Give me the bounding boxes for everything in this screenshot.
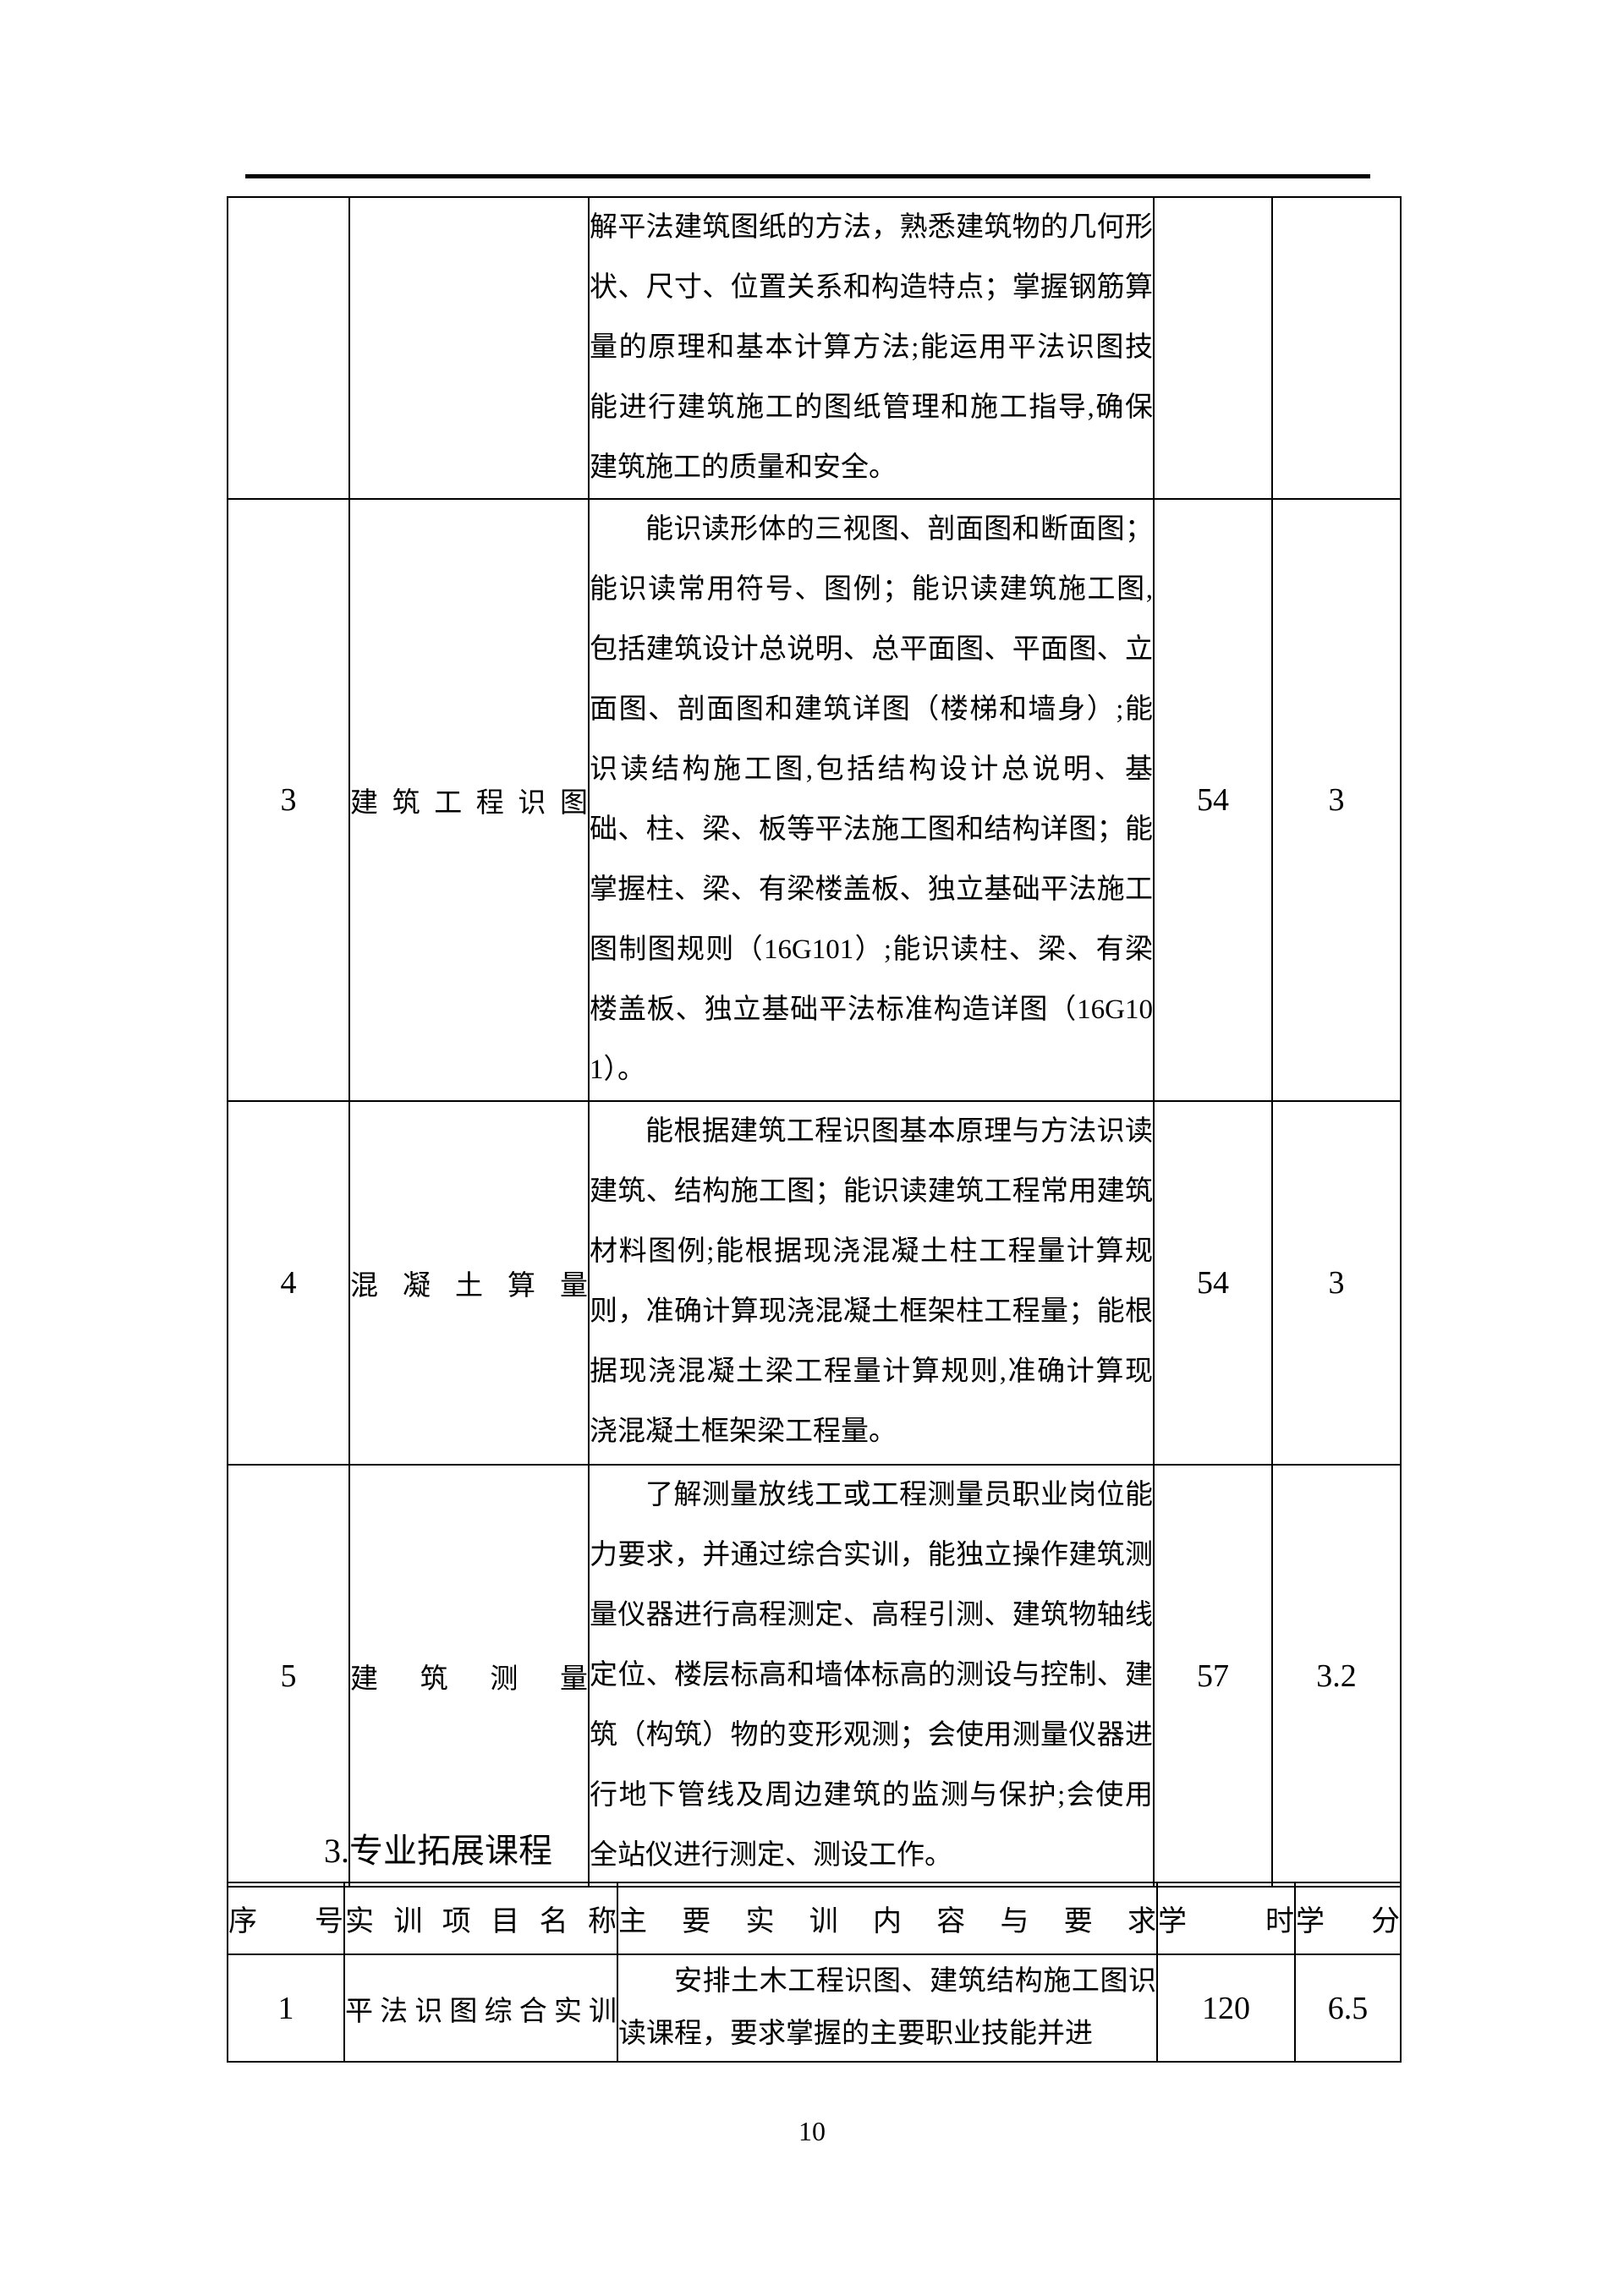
course-name-cell: 混凝土算量 [348,1100,590,1466]
content-cell: 解平法建筑图纸的方法，熟悉建筑物的几何形状、尺寸、位置关系和构造特点；掌握钢筋算… [588,196,1155,500]
credits-cell: 3 [1271,1100,1402,1466]
content-paragraph: 安排土木工程识图、建筑结构施工图识读课程，要求掌握的主要职业技能并进 [618,1966,1156,2049]
practical-courses-table: 解平法建筑图纸的方法，熟悉建筑物的几何形状、尺寸、位置关系和构造特点；掌握钢筋算… [227,196,1402,1888]
header-rule [245,174,1370,178]
col-header-content: 主要实训内容与要求 [617,1882,1158,1955]
credits-cell: 6.5 [1294,1954,1402,2063]
content-cell: 了解测量放线工或工程测量员职业岗位能力要求，并通过综合实训，能独立操作建筑测量仪… [588,1464,1155,1888]
section-heading: 3.专业拓展课程 [324,1832,552,1870]
header-row: 序号 实训项目名称 主要实训内容与要求 学时 学分 [227,1882,1402,1955]
seq-cell: 1 [227,1954,345,2063]
credits-cell: 3.2 [1271,1464,1402,1888]
col-header-hours: 学时 [1156,1882,1296,1955]
content-cell: 能识读形体的三视图、剖面图和断面图；能识读常用符号、图例；能识读建筑施工图,包括… [588,498,1155,1102]
hours-cell [1153,196,1273,500]
table-row-continued: 解平法建筑图纸的方法，熟悉建筑物的几何形状、尺寸、位置关系和构造特点；掌握钢筋算… [227,196,1402,500]
content-paragraph: 解平法建筑图纸的方法，熟悉建筑物的几何形状、尺寸、位置关系和构造特点；掌握钢筋算… [590,212,1153,483]
content-paragraph: 了解测量放线工或工程测量员职业岗位能力要求，并通过综合实训，能独立操作建筑测量仪… [590,1480,1153,1871]
hours-cell: 120 [1156,1954,1296,2063]
table-row: 3 建筑工程识图 能识读形体的三视图、剖面图和断面图；能识读常用符号、图例；能识… [227,498,1402,1102]
content-cell: 能根据建筑工程识图基本原理与方法识读建筑、结构施工图；能识读建筑工程常用建筑材料… [588,1100,1155,1466]
project-name-cell: 平法识图综合实训 [343,1954,618,2063]
table-row: 5 建筑测量 了解测量放线工或工程测量员职业岗位能力要求，并通过综合实训，能独立… [227,1464,1402,1888]
course-name-cell: 建筑测量 [348,1464,590,1888]
seq-cell: 5 [227,1464,350,1888]
hours-cell: 57 [1153,1464,1273,1888]
content-paragraph: 能识读形体的三视图、剖面图和断面图；能识读常用符号、图例；能识读建筑施工图,包括… [590,514,1153,1085]
content-cell: 安排土木工程识图、建筑结构施工图识读课程，要求掌握的主要职业技能并进 [617,1954,1158,2063]
seq-cell: 4 [227,1100,350,1466]
table-row: 4 混凝土算量 能根据建筑工程识图基本原理与方法识读建筑、结构施工图；能识读建筑… [227,1100,1402,1466]
hours-cell: 54 [1153,1100,1273,1466]
page-number: 10 [798,2116,826,2146]
col-header-seq: 序号 [227,1882,345,1955]
credits-cell: 3 [1271,498,1402,1102]
course-name-cell: 建筑工程识图 [348,498,590,1102]
content-paragraph: 能根据建筑工程识图基本原理与方法识读建筑、结构施工图；能识读建筑工程常用建筑材料… [590,1116,1153,1447]
seq-cell: 3 [227,498,350,1102]
col-header-credits: 学分 [1294,1882,1402,1955]
course-name-cell [348,196,590,500]
hours-cell: 54 [1153,498,1273,1102]
expansion-courses-table: 序号 实训项目名称 主要实训内容与要求 学时 学分 1 平法识图综合实训 安排土… [227,1882,1402,2063]
credits-cell [1271,196,1402,500]
col-header-project-name: 实训项目名称 [343,1882,618,1955]
table-row: 1 平法识图综合实训 安排土木工程识图、建筑结构施工图识读课程，要求掌握的主要职… [227,1954,1402,2063]
seq-cell [227,196,350,500]
